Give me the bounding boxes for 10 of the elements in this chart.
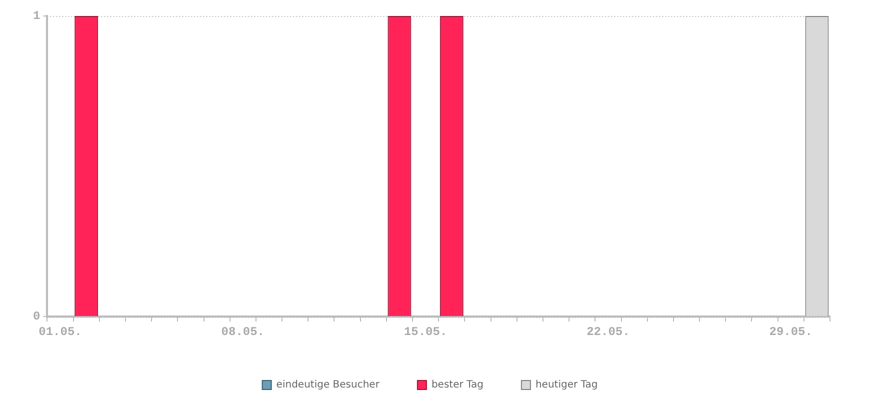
x-tick-label: 01.05. — [38, 324, 82, 339]
x-tick-label: 15.05. — [404, 324, 448, 339]
x-tick-label: 22.05. — [586, 324, 630, 339]
legend-label: bester Tag — [431, 380, 484, 391]
legend-label: eindeutige Besucher — [276, 380, 380, 391]
y-tick-label: 0 — [33, 310, 40, 324]
x-tick-label: 29.05. — [769, 324, 812, 339]
x-tick-label: 08.05. — [221, 324, 265, 339]
legend-label: heutiger Tag — [535, 380, 598, 391]
y-tick-label: 1 — [33, 9, 40, 24]
